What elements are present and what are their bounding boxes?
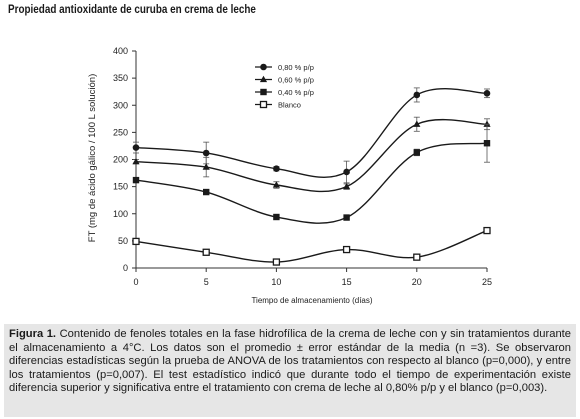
x-tick-label: 0 xyxy=(133,277,138,287)
series-2 xyxy=(132,116,491,193)
figure-caption: Figura 1. Contenido de fenoles totales e… xyxy=(4,324,576,417)
data-point xyxy=(413,120,421,127)
data-point xyxy=(202,248,210,256)
data-point xyxy=(273,165,280,173)
x-tick-label: 25 xyxy=(482,277,492,287)
data-point xyxy=(413,149,420,156)
legend-marker xyxy=(259,100,268,109)
chart-series xyxy=(132,87,491,266)
data-point xyxy=(202,149,210,157)
data-point xyxy=(343,182,351,190)
y-tick-label: 350 xyxy=(113,73,128,83)
data-point xyxy=(342,245,351,254)
legend-label: Blanco xyxy=(278,100,301,109)
x-tick-label: 15 xyxy=(342,277,352,287)
data-point xyxy=(132,157,140,165)
y-tick-label: 250 xyxy=(113,127,128,137)
legend-marker xyxy=(260,63,267,71)
y-tick-label: 200 xyxy=(113,155,128,165)
y-tick-label: 400 xyxy=(113,46,128,56)
y-tick-label: 50 xyxy=(118,236,128,246)
series-line xyxy=(135,142,488,224)
y-axis-label: FT (mg de ácido gálico / 100 L solución) xyxy=(87,74,98,242)
legend-item: 0,60 % p/p xyxy=(255,75,314,84)
data-point xyxy=(132,237,140,246)
caption-label: Figura 1. xyxy=(9,328,57,340)
legend-marker xyxy=(260,88,267,96)
data-point xyxy=(132,176,140,184)
series-3 xyxy=(132,123,491,224)
legend-item: Blanco xyxy=(255,100,301,109)
x-tick-label: 10 xyxy=(271,277,281,287)
x-tick-label: 20 xyxy=(412,277,422,287)
data-point xyxy=(483,226,491,235)
legend-item: 0,40 % p/p xyxy=(255,88,314,97)
data-point xyxy=(132,144,140,151)
caption-text: Contenido de fenoles totales en la fase … xyxy=(9,328,571,395)
legend-marker xyxy=(259,75,268,83)
legend-item: 0,80 % p/p xyxy=(255,63,314,72)
figure-header: Propiedad antioxidante de curuba en crem… xyxy=(8,4,256,16)
series-line xyxy=(135,88,488,179)
series-line xyxy=(135,229,488,263)
y-tick-label: 150 xyxy=(113,182,128,192)
legend-label: 0,80 % p/p xyxy=(278,63,314,72)
series-4 xyxy=(132,226,491,266)
legend-label: 0,40 % p/p xyxy=(278,88,314,97)
chart-legend: 0,80 % p/p 0,60 % p/p 0,40 % p/p Blanco xyxy=(255,63,314,109)
line-chart: 0 50 100 150 200 250 300 350 400 0 5 10 15 20 25 0,80 … xyxy=(87,46,492,305)
data-point xyxy=(272,258,281,266)
x-axis-label: Tiempo de almacenamiento (días) xyxy=(251,296,372,305)
data-point xyxy=(202,163,210,170)
data-point xyxy=(203,188,210,196)
data-point xyxy=(272,181,280,188)
y-tick-label: 0 xyxy=(123,263,128,273)
y-tick-label: 300 xyxy=(113,100,128,110)
y-tick-label: 100 xyxy=(113,209,128,219)
data-point xyxy=(483,90,491,97)
series-1 xyxy=(132,87,491,184)
data-point xyxy=(483,120,491,127)
data-point xyxy=(413,253,421,261)
legend-label: 0,60 % p/p xyxy=(278,75,314,84)
data-point xyxy=(483,140,491,147)
data-point xyxy=(343,214,350,221)
data-point xyxy=(273,213,280,221)
data-point xyxy=(343,168,350,176)
x-tick-label: 5 xyxy=(204,277,209,287)
series-line xyxy=(135,118,488,193)
data-point xyxy=(413,91,421,99)
